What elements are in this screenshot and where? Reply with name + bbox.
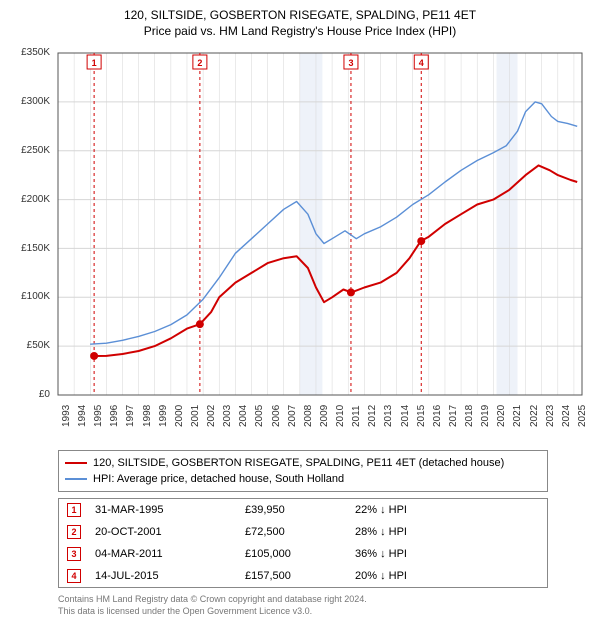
x-tick-label: 1999 [158, 405, 169, 427]
x-tick-label: 2016 [432, 405, 443, 427]
legend-swatch [65, 462, 87, 464]
x-tick-label: 2018 [464, 405, 475, 427]
svg-text:2: 2 [197, 58, 202, 68]
x-tick-label: 2013 [383, 405, 394, 427]
x-tick-label: 2025 [577, 405, 588, 427]
transaction-price: £105,000 [245, 548, 355, 560]
x-tick-label: 2022 [529, 405, 540, 427]
transaction-date: 31-MAR-1995 [95, 504, 245, 516]
x-tick-label: 2019 [480, 405, 491, 427]
legend-swatch [65, 478, 87, 479]
transaction-pct: 20% ↓ HPI [355, 570, 465, 582]
y-tick-label: £200K [10, 194, 50, 205]
chart-container: 120, SILTSIDE, GOSBERTON RISEGATE, SPALD… [0, 0, 600, 622]
transaction-badge: 2 [67, 525, 81, 539]
transaction-price: £72,500 [245, 526, 355, 538]
x-tick-label: 2010 [335, 405, 346, 427]
x-tick-label: 2008 [303, 405, 314, 427]
transaction-badge: 3 [67, 547, 81, 561]
legend-item: HPI: Average price, detached house, Sout… [65, 471, 541, 487]
title-line-1: 120, SILTSIDE, GOSBERTON RISEGATE, SPALD… [10, 8, 590, 24]
x-tick-label: 1994 [77, 405, 88, 427]
transaction-badge: 4 [67, 569, 81, 583]
x-tick-label: 2000 [174, 405, 185, 427]
x-tick-label: 2001 [190, 405, 201, 427]
legend-item: 120, SILTSIDE, GOSBERTON RISEGATE, SPALD… [65, 455, 541, 471]
y-tick-label: £250K [10, 145, 50, 156]
svg-text:4: 4 [419, 58, 424, 68]
table-row: 1 31-MAR-1995£39,95022% ↓ HPI [59, 499, 547, 521]
y-tick-label: £300K [10, 96, 50, 107]
legend: 120, SILTSIDE, GOSBERTON RISEGATE, SPALD… [58, 450, 548, 492]
x-tick-label: 2003 [222, 405, 233, 427]
x-tick-label: 1993 [61, 405, 72, 427]
svg-text:1: 1 [92, 58, 97, 68]
table-row: 3 04-MAR-2011£105,00036% ↓ HPI [59, 543, 547, 565]
title-line-2: Price paid vs. HM Land Registry's House … [10, 24, 590, 40]
transaction-price: £157,500 [245, 570, 355, 582]
x-tick-label: 2005 [254, 405, 265, 427]
footer-line-1: Contains HM Land Registry data © Crown c… [58, 594, 590, 606]
y-tick-label: £50K [10, 340, 50, 351]
transaction-date: 04-MAR-2011 [95, 548, 245, 560]
x-tick-label: 2004 [238, 405, 249, 427]
x-tick-label: 1995 [93, 405, 104, 427]
x-tick-label: 1996 [109, 405, 120, 427]
x-tick-label: 2021 [512, 405, 523, 427]
transaction-date: 14-JUL-2015 [95, 570, 245, 582]
table-row: 2 20-OCT-2001£72,50028% ↓ HPI [59, 521, 547, 543]
x-tick-label: 2009 [319, 405, 330, 427]
transaction-pct: 28% ↓ HPI [355, 526, 465, 538]
x-tick-label: 2012 [367, 405, 378, 427]
footer-line-2: This data is licensed under the Open Gov… [58, 606, 590, 618]
transactions-table: 1 31-MAR-1995£39,95022% ↓ HPI 2 20-OCT-2001… [58, 498, 548, 588]
x-tick-label: 2002 [206, 405, 217, 427]
x-tick-label: 1997 [125, 405, 136, 427]
x-tick-label: 2007 [287, 405, 298, 427]
chart-svg: 1 2 3 4 [10, 45, 590, 440]
transaction-price: £39,950 [245, 504, 355, 516]
y-tick-label: £150K [10, 243, 50, 254]
x-tick-label: 2015 [416, 405, 427, 427]
legend-label: HPI: Average price, detached house, Sout… [93, 473, 344, 485]
x-tick-label: 2006 [271, 405, 282, 427]
legend-label: 120, SILTSIDE, GOSBERTON RISEGATE, SPALD… [93, 457, 504, 469]
svg-text:3: 3 [348, 58, 353, 68]
x-tick-label: 2011 [351, 406, 362, 428]
footer: Contains HM Land Registry data © Crown c… [58, 594, 590, 617]
x-tick-label: 2014 [400, 405, 411, 427]
chart-area: 1 2 3 4 £0 £50K £100K £150K £200K £250K £300K £350… [10, 45, 590, 440]
x-tick-label: 2020 [496, 405, 507, 427]
transaction-pct: 22% ↓ HPI [355, 504, 465, 516]
table-row: 4 14-JUL-2015£157,50020% ↓ HPI [59, 565, 547, 587]
x-tick-label: 2023 [545, 405, 556, 427]
transaction-date: 20-OCT-2001 [95, 526, 245, 538]
y-tick-label: £350K [10, 47, 50, 58]
transaction-badge: 1 [67, 503, 81, 517]
transaction-pct: 36% ↓ HPI [355, 548, 465, 560]
x-tick-label: 2024 [561, 405, 572, 427]
y-tick-label: £0 [10, 389, 50, 400]
y-tick-label: £100K [10, 291, 50, 302]
x-tick-label: 1998 [142, 405, 153, 427]
x-tick-label: 2017 [448, 405, 459, 427]
